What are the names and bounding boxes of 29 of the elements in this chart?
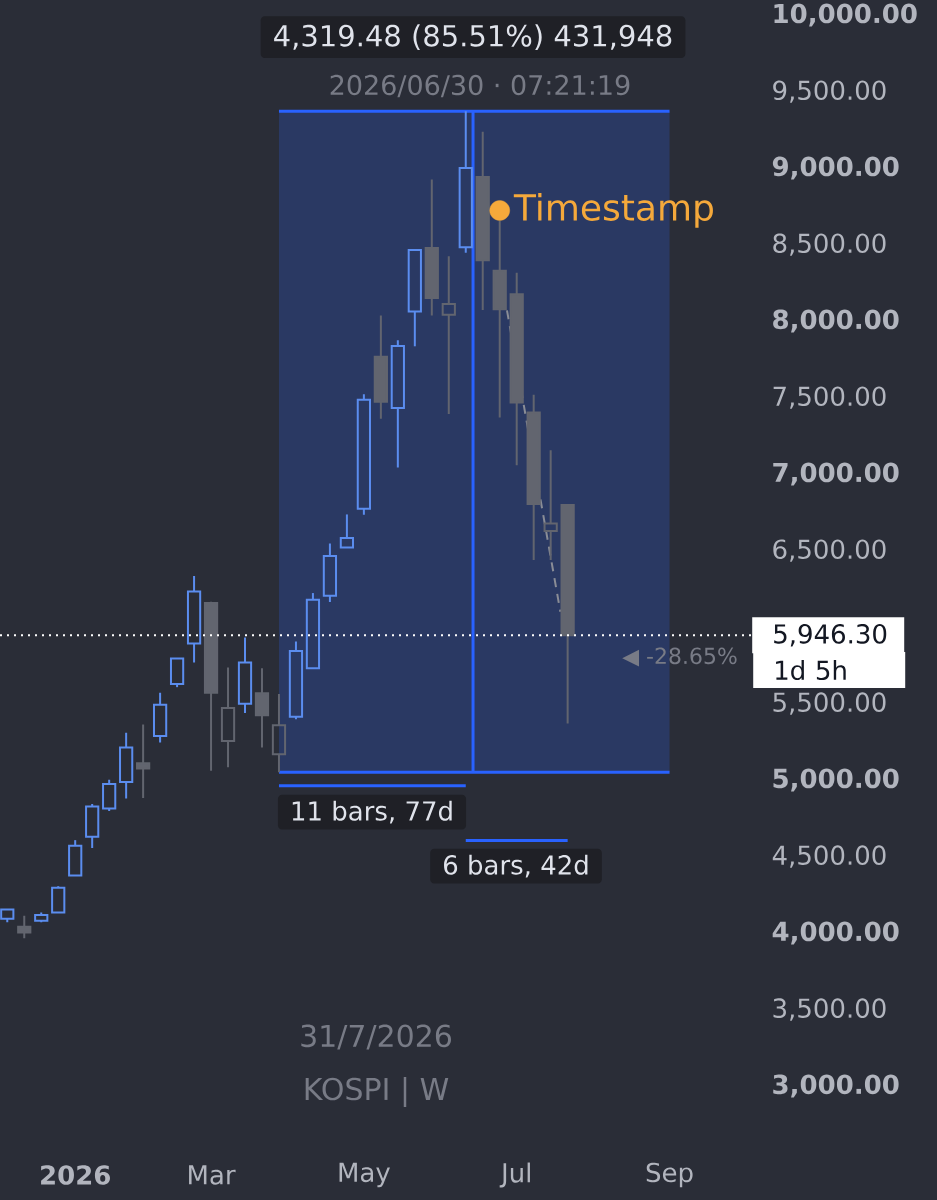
annotation: ◀ -28.65% bbox=[622, 647, 737, 667]
x-tick-label: May bbox=[339, 1162, 390, 1188]
annotation: 2026/06/30 · 07:21:19 bbox=[330, 74, 630, 98]
text: 1d 5h bbox=[776, 659, 846, 681]
y-tick-label: 9,000.00 bbox=[772, 156, 899, 180]
y-tick-label: 5,000.00 bbox=[773, 768, 899, 792]
series-label: Timestamp bbox=[513, 193, 713, 228]
annotation: 6 bars, 42d bbox=[444, 854, 588, 878]
y-tick-label: 3,500.00 bbox=[773, 998, 886, 1021]
y-tick-label: 7,000.00 bbox=[773, 462, 899, 486]
ref-line-label: 5,946.30 bbox=[774, 624, 887, 647]
annotation: 4,319.48 (85.51%) 431,948 bbox=[274, 24, 672, 51]
x-tick-label: Mar bbox=[189, 1165, 236, 1185]
y-tick-label: 8,000.00 bbox=[773, 309, 899, 333]
annotation: 11 bars, 77d bbox=[292, 800, 452, 824]
y-tick-label: 9,500.00 bbox=[773, 80, 886, 103]
y-tick-label: 4,500.00 bbox=[772, 845, 886, 868]
x-tick-label: Sep bbox=[646, 1162, 693, 1188]
y-tick-label: 3,000.00 bbox=[773, 1074, 899, 1098]
y-tick-label: 7,500.00 bbox=[773, 386, 886, 409]
y-tick-label: 5,500.00 bbox=[773, 692, 886, 715]
annotation: 31/7/2026 bbox=[301, 1024, 451, 1050]
annotation: KOSPI | W bbox=[305, 1077, 449, 1107]
y-tick-label: 4,000.00 bbox=[772, 921, 899, 945]
x-tick-label: Jul bbox=[499, 1162, 530, 1188]
x-tick-label: 2026 bbox=[41, 1165, 110, 1185]
y-tick-label: 8,500.00 bbox=[773, 233, 886, 256]
y-tick-label: 10,000.00 bbox=[774, 3, 917, 27]
y-tick-label: 6,500.00 bbox=[773, 539, 886, 562]
